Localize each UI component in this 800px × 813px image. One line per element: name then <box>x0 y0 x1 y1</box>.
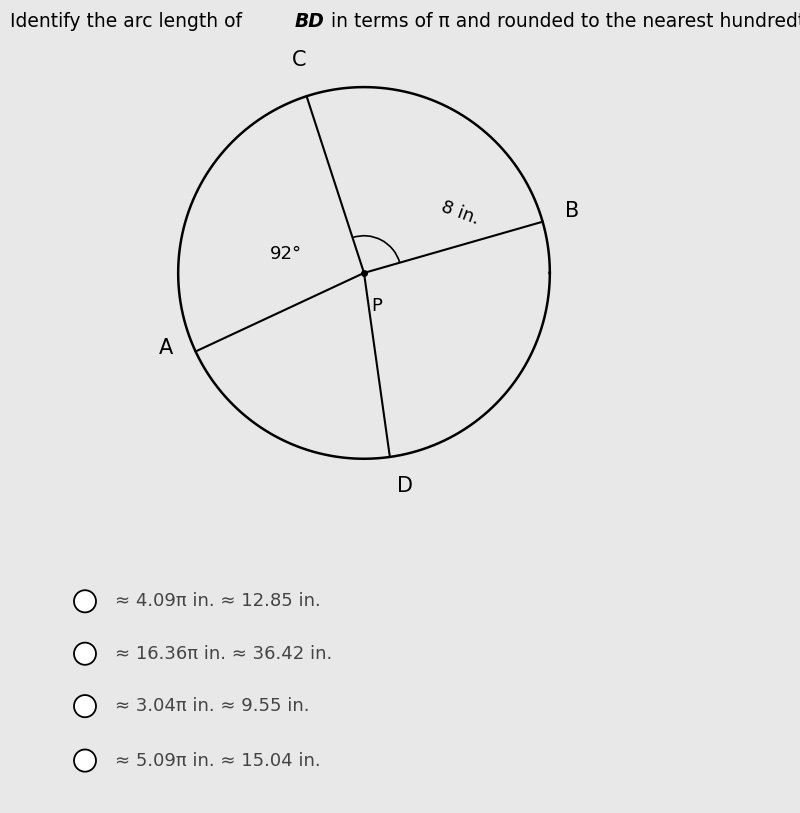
Text: A: A <box>159 337 174 358</box>
Text: 92°: 92° <box>270 246 302 263</box>
Circle shape <box>74 750 96 772</box>
Text: ≈ 3.04π in. ≈ 9.55 in.: ≈ 3.04π in. ≈ 9.55 in. <box>115 697 310 715</box>
Text: in terms of π and rounded to the nearest hundredth.: in terms of π and rounded to the nearest… <box>325 11 800 31</box>
Text: ≈ 5.09π in. ≈ 15.04 in.: ≈ 5.09π in. ≈ 15.04 in. <box>115 751 321 770</box>
Text: P: P <box>371 297 382 315</box>
Circle shape <box>74 590 96 612</box>
Text: 8 in.: 8 in. <box>439 198 482 228</box>
Circle shape <box>74 642 96 665</box>
Text: ≈ 4.09π in. ≈ 12.85 in.: ≈ 4.09π in. ≈ 12.85 in. <box>115 593 321 611</box>
Text: Identify the arc length of: Identify the arc length of <box>10 11 248 31</box>
Text: C: C <box>292 50 306 70</box>
Text: D: D <box>397 476 413 496</box>
Text: BD: BD <box>294 11 324 31</box>
Text: ≈ 16.36π in. ≈ 36.42 in.: ≈ 16.36π in. ≈ 36.42 in. <box>115 645 332 663</box>
Text: B: B <box>565 201 579 220</box>
Circle shape <box>74 695 96 717</box>
